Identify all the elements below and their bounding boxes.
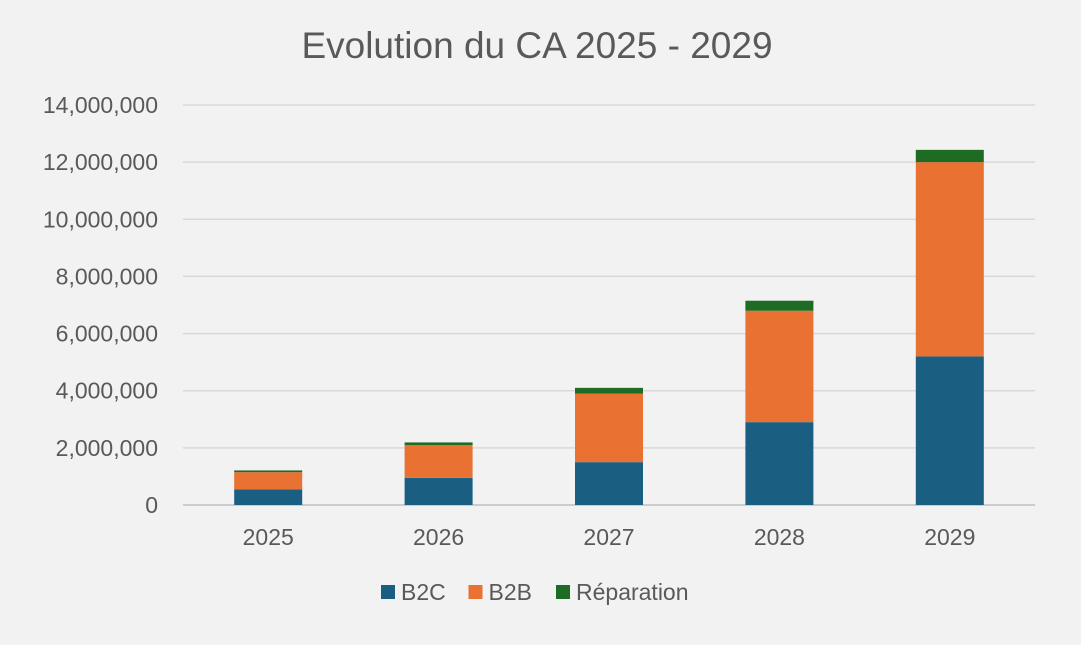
- y-tick-label: 0: [145, 492, 158, 518]
- bar-segment-r-paration-2027: [575, 387, 643, 394]
- y-tick-label: 6,000,000: [56, 321, 158, 347]
- y-tick-label: 8,000,000: [56, 263, 158, 289]
- bar-segment-r-paration-2029: [915, 149, 984, 163]
- legend-swatch: [468, 585, 483, 599]
- legend-label: Réparation: [576, 579, 689, 605]
- bars-layer: [234, 149, 984, 505]
- x-tick-label: 2026: [413, 524, 464, 550]
- legend: B2C B2B Réparation: [381, 579, 689, 605]
- bar-segment-b2c-2027: [575, 462, 643, 505]
- bar-segment-b2c-2025: [234, 489, 303, 505]
- bar-segment-r-paration-2028: [745, 300, 814, 311]
- bar-segment-b2c-2028: [745, 422, 814, 505]
- bar-segment-b2b-2026: [404, 445, 473, 478]
- legend-swatch: [381, 585, 395, 599]
- bar-segment-b2b-2027: [575, 393, 643, 463]
- y-tick-label: 2,000,000: [56, 435, 158, 461]
- x-tick-label: 2025: [243, 524, 294, 550]
- bar-segment-r-paration-2026: [404, 442, 473, 445]
- y-tick-label: 14,000,000: [43, 92, 158, 118]
- bar-segment-b2b-2029: [915, 162, 984, 357]
- x-axis-ticks: 2025 2026 2027 2028 2029: [243, 524, 976, 550]
- y-axis-ticks: 0 2,000,000 4,000,000 6,000,000 8,000,000 10,…: [43, 92, 158, 518]
- y-tick-label: 12,000,000: [43, 149, 158, 175]
- chart-title: Evolution du CA 2025 - 2029: [301, 25, 772, 66]
- x-tick-label: 2029: [924, 524, 975, 550]
- legend-label: B2C: [401, 579, 446, 605]
- bar-segment-b2b-2028: [745, 310, 814, 423]
- y-tick-label: 10,000,000: [43, 206, 158, 232]
- legend-label: B2B: [489, 579, 532, 605]
- x-tick-label: 2028: [754, 524, 805, 550]
- legend-swatch: [556, 585, 570, 599]
- bar-segment-r-paration-2025: [234, 470, 303, 473]
- bar-segment-b2c-2029: [915, 356, 984, 505]
- y-tick-label: 4,000,000: [56, 378, 158, 404]
- x-tick-label: 2027: [583, 524, 634, 550]
- bar-segment-b2c-2026: [404, 477, 473, 505]
- bar-segment-b2b-2025: [234, 472, 303, 490]
